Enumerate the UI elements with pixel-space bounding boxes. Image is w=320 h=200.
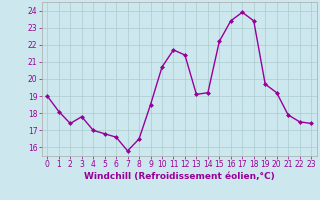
X-axis label: Windchill (Refroidissement éolien,°C): Windchill (Refroidissement éolien,°C) bbox=[84, 172, 275, 181]
